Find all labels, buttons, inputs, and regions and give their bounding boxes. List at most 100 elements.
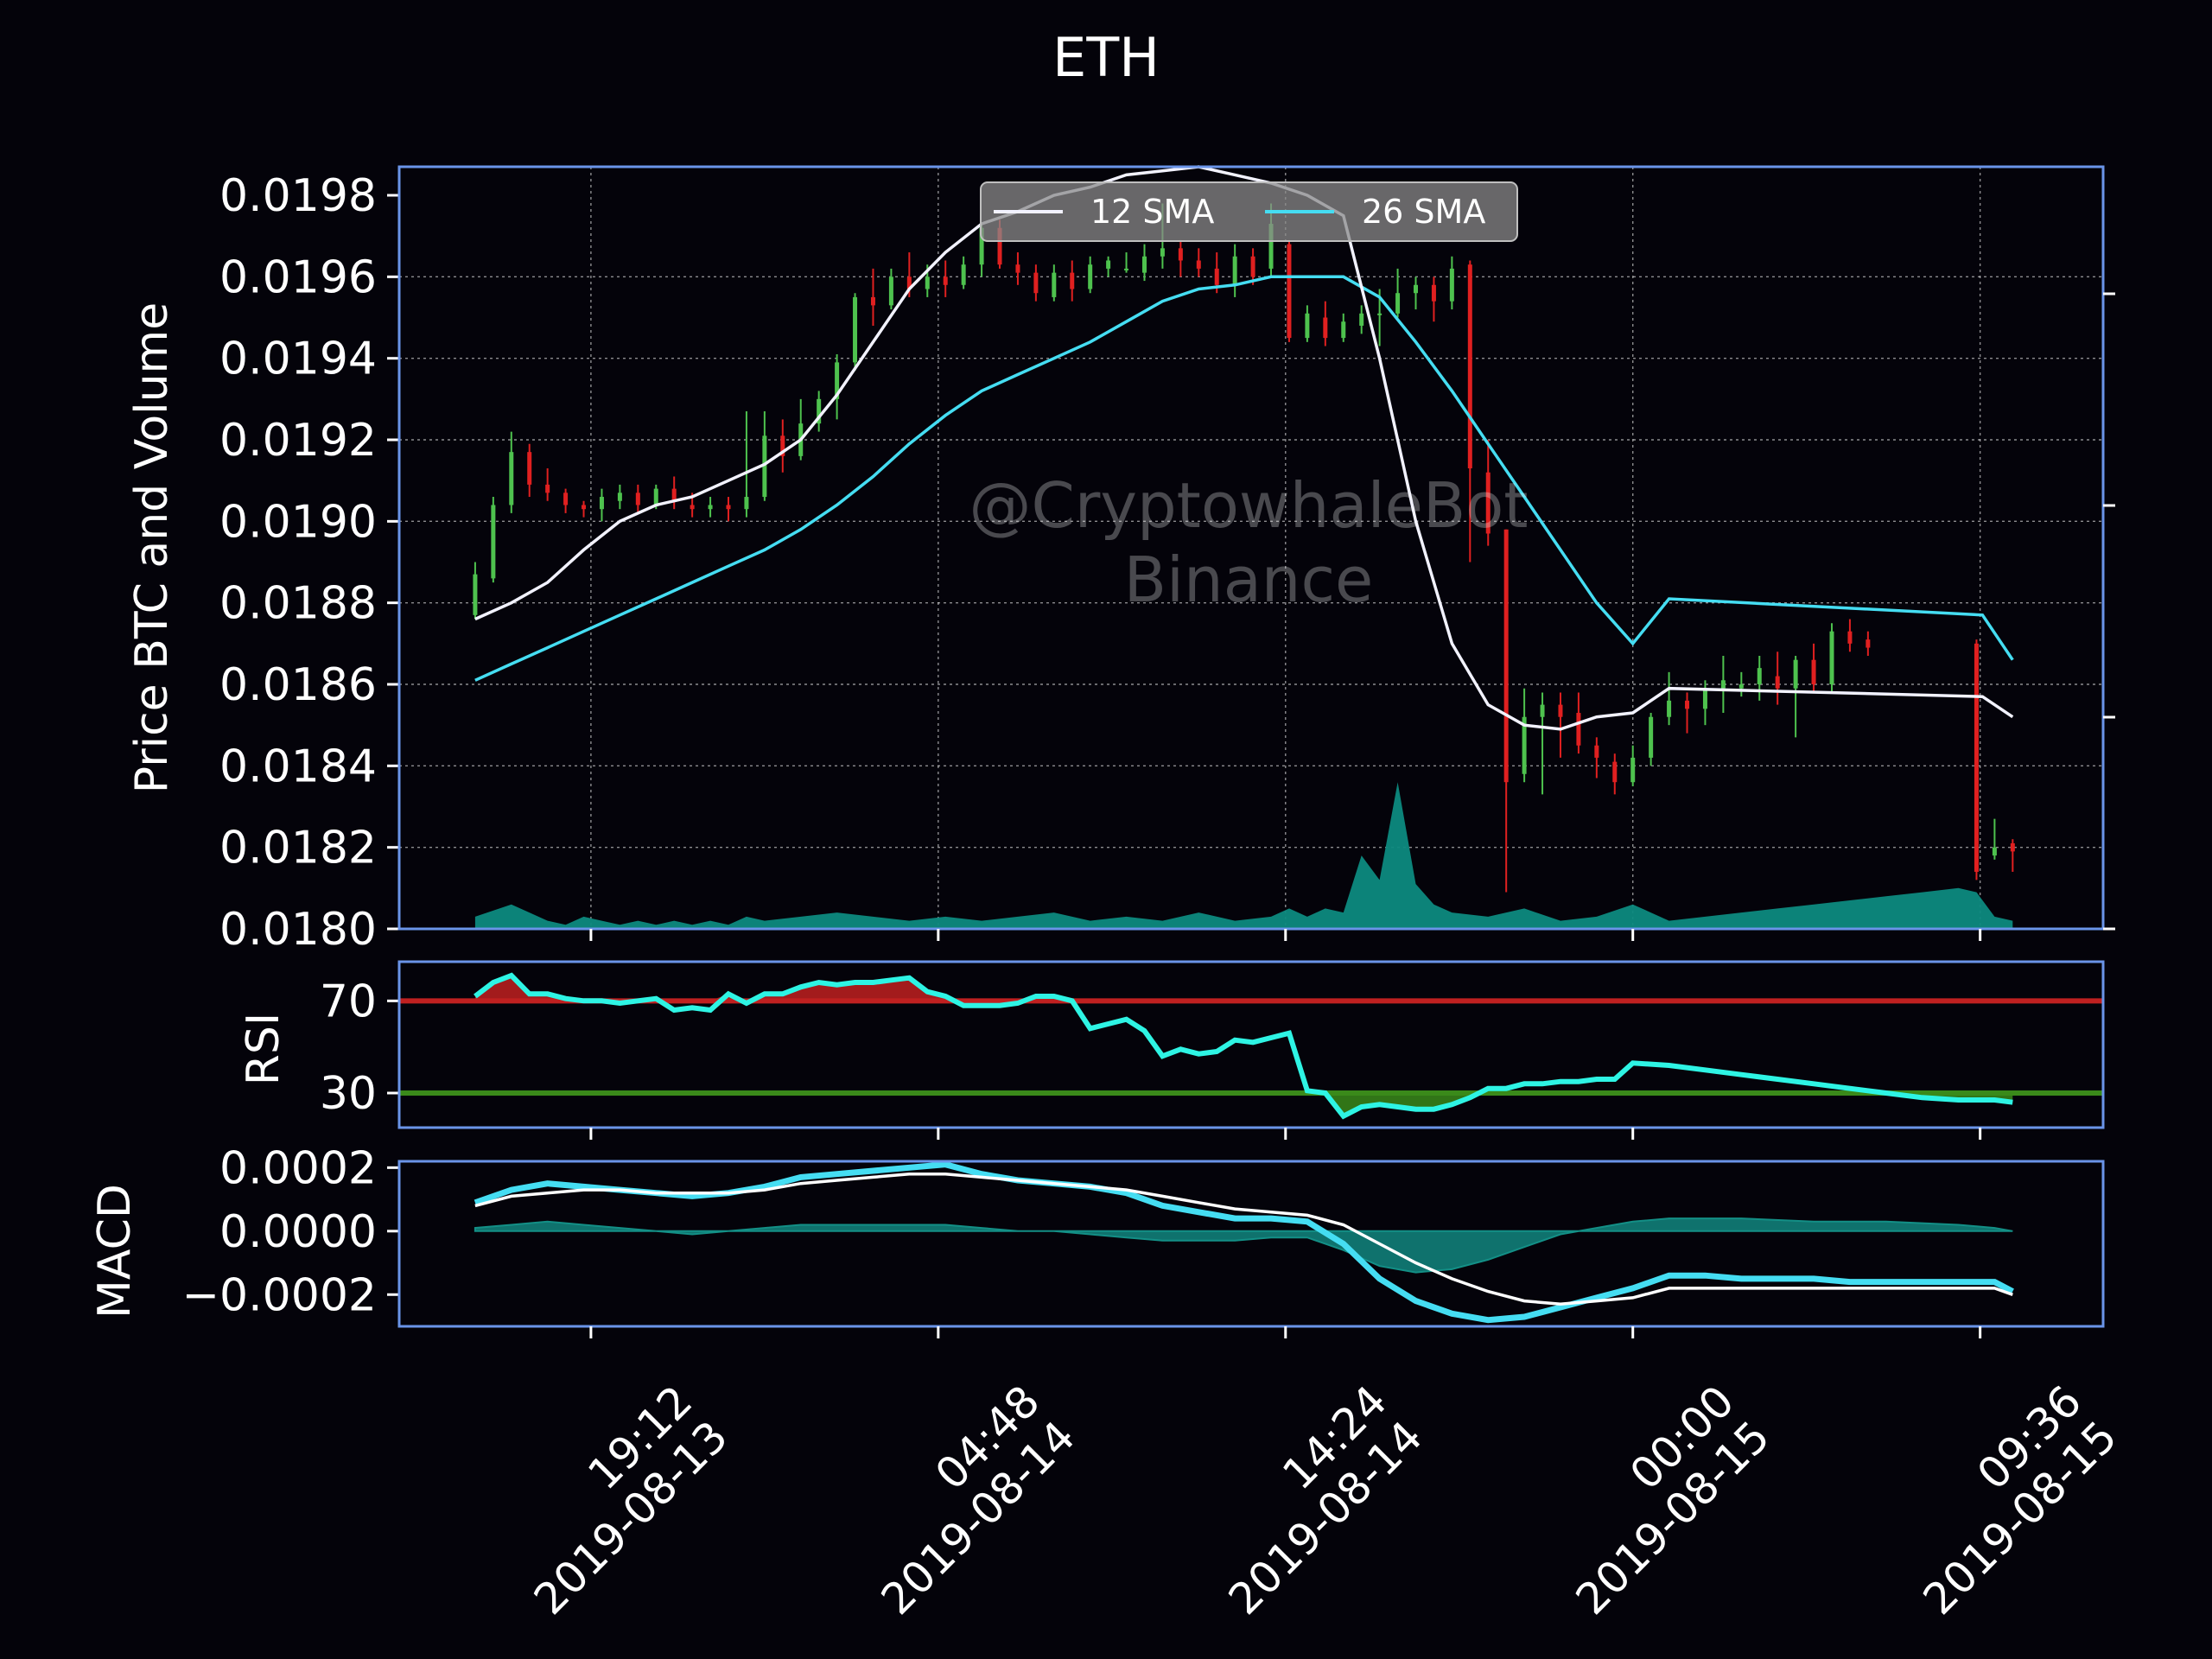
candle-body-5 xyxy=(563,493,569,505)
candle-22 xyxy=(870,268,875,326)
legend: 12 SMA 26 SMA xyxy=(980,181,1518,242)
candle-body-76 xyxy=(1847,631,1853,644)
candle-9 xyxy=(635,484,640,513)
candle-54 xyxy=(1449,256,1454,310)
candle-48 xyxy=(1341,313,1346,342)
candle-30 xyxy=(1015,252,1020,285)
price-gridlines xyxy=(399,167,2103,930)
candle-59 xyxy=(1540,692,1545,795)
price-ytick-label-9: 0.0180 xyxy=(219,904,377,956)
candle-body-30 xyxy=(1015,264,1020,273)
rsi-panel: 70 30 RSI xyxy=(238,960,2105,1129)
candle-57 xyxy=(1503,529,1509,893)
candle-body-10 xyxy=(653,488,658,505)
candle-34 xyxy=(1088,256,1093,294)
candle-26 xyxy=(943,260,948,297)
candle-45 xyxy=(1287,239,1292,342)
macd-panel-frame xyxy=(397,1160,2105,1328)
candle-74 xyxy=(1811,643,1816,693)
candle-body-36 xyxy=(1124,268,1129,270)
candle-40 xyxy=(1196,248,1201,277)
candle-body-25 xyxy=(925,276,930,289)
candle-body-64 xyxy=(1630,757,1636,783)
candle-body-47 xyxy=(1323,317,1328,339)
candle-body-32 xyxy=(1052,272,1057,297)
price-ytick-label-2: 0.0194 xyxy=(219,334,377,385)
macd-histogram xyxy=(474,1217,2013,1274)
price-panel-frame xyxy=(397,165,2105,931)
volume-area xyxy=(474,782,2013,929)
price-ytick-label-1: 0.0196 xyxy=(219,251,377,303)
candle-body-27 xyxy=(961,264,966,285)
candle-body-75 xyxy=(1829,631,1834,685)
candle-75 xyxy=(1829,623,1834,693)
volume-area-path xyxy=(474,782,2013,929)
candle-14 xyxy=(726,497,731,522)
candle-body-15 xyxy=(744,497,749,510)
rsi-overbought-fill xyxy=(474,976,2013,1001)
candle-body-77 xyxy=(1866,639,1871,648)
candle-late-1 xyxy=(1992,818,1997,860)
candle-body-23 xyxy=(888,276,893,306)
candle-body-57 xyxy=(1503,529,1509,783)
candle-body-28 xyxy=(979,227,984,265)
candle-body-67 xyxy=(1685,700,1690,709)
candle-8 xyxy=(617,484,622,510)
price-panel: 0.0198 0.0196 0.0194 0.0192 0.0190 0.0188 0.01… xyxy=(126,165,2115,956)
candle-body-44 xyxy=(1268,224,1274,269)
candle-body-55 xyxy=(1467,264,1472,469)
candle-71 xyxy=(1757,655,1762,701)
candle-23 xyxy=(888,268,893,310)
candle-body-45 xyxy=(1287,244,1292,339)
candle-body-20 xyxy=(835,362,840,399)
candle-11 xyxy=(671,476,677,510)
candle-15 xyxy=(744,410,749,518)
price-ytick-label-5: 0.0188 xyxy=(219,578,377,630)
candle-66 xyxy=(1667,671,1672,726)
rsi-y-ticks: 70 30 xyxy=(320,976,399,1120)
candle-65 xyxy=(1649,713,1654,766)
candle-51 xyxy=(1395,268,1401,318)
legend-label-sma26: 26 SMA xyxy=(1362,193,1485,231)
macd-ytick-label-0: 0.0002 xyxy=(219,1142,377,1194)
candle-72 xyxy=(1775,652,1780,705)
candle-body-37 xyxy=(1141,256,1147,273)
sma26-line xyxy=(474,275,2014,682)
candle-body-6 xyxy=(582,505,587,510)
candle-1 xyxy=(491,497,496,583)
candlesticks xyxy=(473,203,2015,893)
candle-39 xyxy=(1178,239,1183,277)
candle-body-late-1 xyxy=(1992,847,1997,856)
candle-body-43 xyxy=(1250,256,1255,277)
candle-52 xyxy=(1414,276,1419,310)
candle-body-53 xyxy=(1431,284,1436,302)
candle-body-late-2 xyxy=(2010,842,2015,852)
sma12-line xyxy=(474,165,2014,731)
candle-17 xyxy=(780,419,785,473)
candle-16 xyxy=(762,410,767,501)
legend-box xyxy=(980,181,1518,242)
candle-body-71 xyxy=(1757,668,1762,685)
candle-body-61 xyxy=(1576,713,1581,746)
candle-21 xyxy=(853,293,858,371)
candle-64 xyxy=(1630,745,1636,786)
candle-late-0 xyxy=(1974,639,1979,880)
candle-body-63 xyxy=(1612,761,1618,783)
candle-body-2 xyxy=(509,452,514,505)
rsi-line xyxy=(474,972,2013,1120)
candle-body-49 xyxy=(1359,313,1364,326)
candle-body-60 xyxy=(1558,704,1563,717)
candle-47 xyxy=(1323,301,1328,346)
candle-70 xyxy=(1738,671,1744,697)
candle-58 xyxy=(1522,688,1527,783)
candle-37 xyxy=(1141,244,1147,282)
candle-body-8 xyxy=(617,493,622,501)
candle-body-51 xyxy=(1395,293,1401,314)
candle-body-68 xyxy=(1702,688,1707,709)
macd-y-label: MACD xyxy=(89,1184,141,1319)
candle-body-40 xyxy=(1196,260,1201,269)
candle-body-62 xyxy=(1594,745,1599,758)
candle-49 xyxy=(1359,305,1364,334)
candle-body-34 xyxy=(1088,264,1093,289)
candle-77 xyxy=(1866,631,1871,656)
